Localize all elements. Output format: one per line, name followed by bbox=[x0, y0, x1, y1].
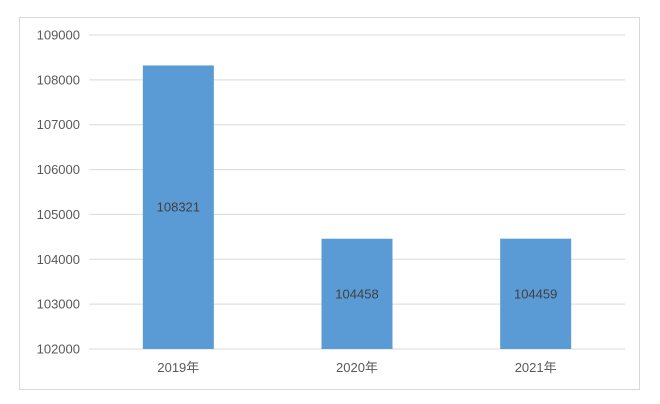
y-tick-label: 104000 bbox=[37, 252, 80, 267]
x-tick-label: 2020年 bbox=[336, 360, 378, 375]
y-tick-label: 102000 bbox=[37, 342, 80, 357]
data-label: 104458 bbox=[335, 286, 378, 301]
x-tick-label: 2019年 bbox=[157, 360, 199, 375]
data-label: 108321 bbox=[157, 200, 200, 215]
y-tick-label: 107000 bbox=[37, 117, 80, 132]
chart-frame bbox=[19, 17, 640, 390]
bar bbox=[142, 65, 214, 349]
y-tick-label: 109000 bbox=[37, 28, 80, 43]
y-tick-label: 108000 bbox=[37, 72, 80, 87]
data-label: 104459 bbox=[514, 286, 557, 301]
bar bbox=[500, 238, 572, 349]
y-tick-label: 106000 bbox=[37, 162, 80, 177]
y-tick-label: 103000 bbox=[37, 297, 80, 312]
bar bbox=[321, 238, 393, 349]
y-tick-label: 105000 bbox=[37, 207, 80, 222]
x-tick-label: 2021年 bbox=[515, 360, 557, 375]
